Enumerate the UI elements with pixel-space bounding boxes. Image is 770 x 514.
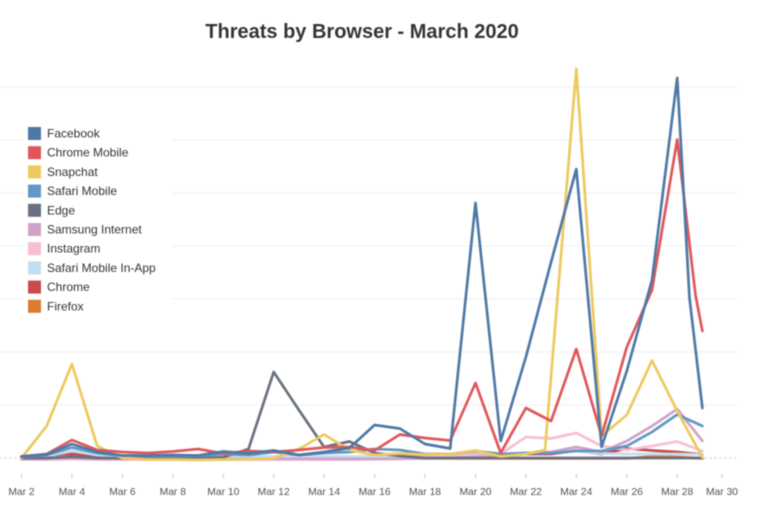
svg-text:Mar 16: Mar 16 (359, 487, 391, 498)
svg-text:Mar 22: Mar 22 (510, 487, 542, 498)
svg-text:Mar 6: Mar 6 (109, 487, 136, 498)
svg-text:Mar 24: Mar 24 (560, 487, 592, 498)
svg-text:Facebook: Facebook (47, 127, 101, 141)
svg-text:Mar 28: Mar 28 (661, 487, 693, 498)
svg-text:Mar 12: Mar 12 (258, 487, 290, 498)
svg-text:Mar 10: Mar 10 (207, 487, 239, 498)
svg-text:Mar 2: Mar 2 (8, 487, 35, 498)
svg-text:Mar 18: Mar 18 (409, 487, 441, 498)
svg-text:Mar 30: Mar 30 (706, 487, 738, 498)
svg-text:Safari Mobile: Safari Mobile (47, 184, 117, 198)
svg-text:Mar 26: Mar 26 (611, 487, 643, 498)
svg-text:Safari Mobile In-App: Safari Mobile In-App (47, 261, 156, 275)
svg-text:Firefox: Firefox (47, 299, 84, 313)
svg-text:Samsung Internet: Samsung Internet (47, 223, 142, 237)
svg-text:Mar 20: Mar 20 (459, 487, 491, 498)
svg-text:Mar 14: Mar 14 (308, 487, 340, 498)
svg-text:Chrome: Chrome (47, 280, 90, 294)
svg-text:Chrome Mobile: Chrome Mobile (47, 146, 129, 160)
svg-text:Edge: Edge (47, 203, 75, 217)
svg-text:Mar 4: Mar 4 (59, 487, 86, 498)
svg-text:Mar 8: Mar 8 (160, 487, 187, 498)
svg-text:Threats by Browser - March 202: Threats by Browser - March 2020 (205, 21, 518, 43)
svg-text:Instagram: Instagram (47, 242, 100, 256)
svg-text:Snapchat: Snapchat (47, 165, 98, 179)
